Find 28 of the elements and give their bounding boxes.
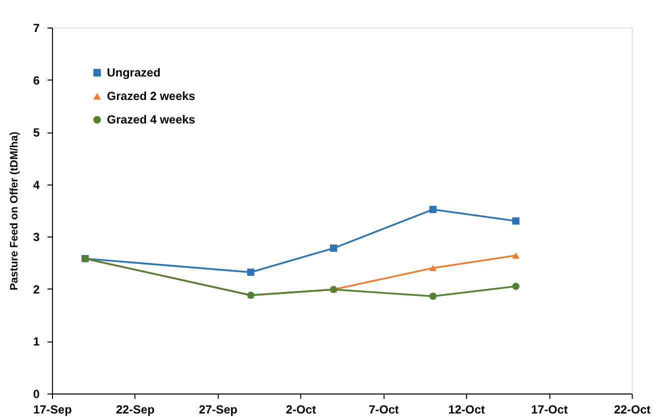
- x-tick-label: 27-Sep: [198, 404, 238, 417]
- legend-label: Grazed 4 weeks: [106, 114, 196, 127]
- y-tick-label: 5: [33, 126, 40, 140]
- y-axis-title: Pasture Feed on Offer (tDM/ha): [8, 131, 20, 290]
- x-tick-label: 7-Oct: [368, 404, 399, 417]
- y-tick-label: 0: [33, 388, 40, 401]
- y-tick-label: 1: [33, 336, 40, 349]
- y-tick-label: 7: [33, 22, 40, 35]
- x-tick-label: 12-Oct: [448, 404, 486, 417]
- x-tick-label: 17-Sep: [33, 404, 72, 417]
- x-tick-label: 22-Sep: [116, 404, 155, 417]
- x-tick-label: 17-Oct: [531, 404, 568, 417]
- point: [429, 292, 437, 300]
- point: [512, 217, 520, 225]
- point: [247, 268, 254, 276]
- point: [512, 282, 520, 290]
- legend-label: Ungrazed: [106, 66, 161, 80]
- point: [512, 252, 520, 259]
- point: [429, 206, 437, 214]
- point: [429, 264, 437, 272]
- legend-label: Grazed 2 weeks: [106, 90, 196, 104]
- y-tick-label: 3: [33, 231, 40, 244]
- y-tick-label: 2: [33, 283, 40, 296]
- y-tick-label: 6: [33, 74, 40, 88]
- y-tick-label: 4: [33, 178, 40, 192]
- x-tick-label: 22-Oct: [614, 404, 651, 417]
- point: [330, 244, 338, 252]
- x-tick-label: 2-Oct: [286, 404, 316, 417]
